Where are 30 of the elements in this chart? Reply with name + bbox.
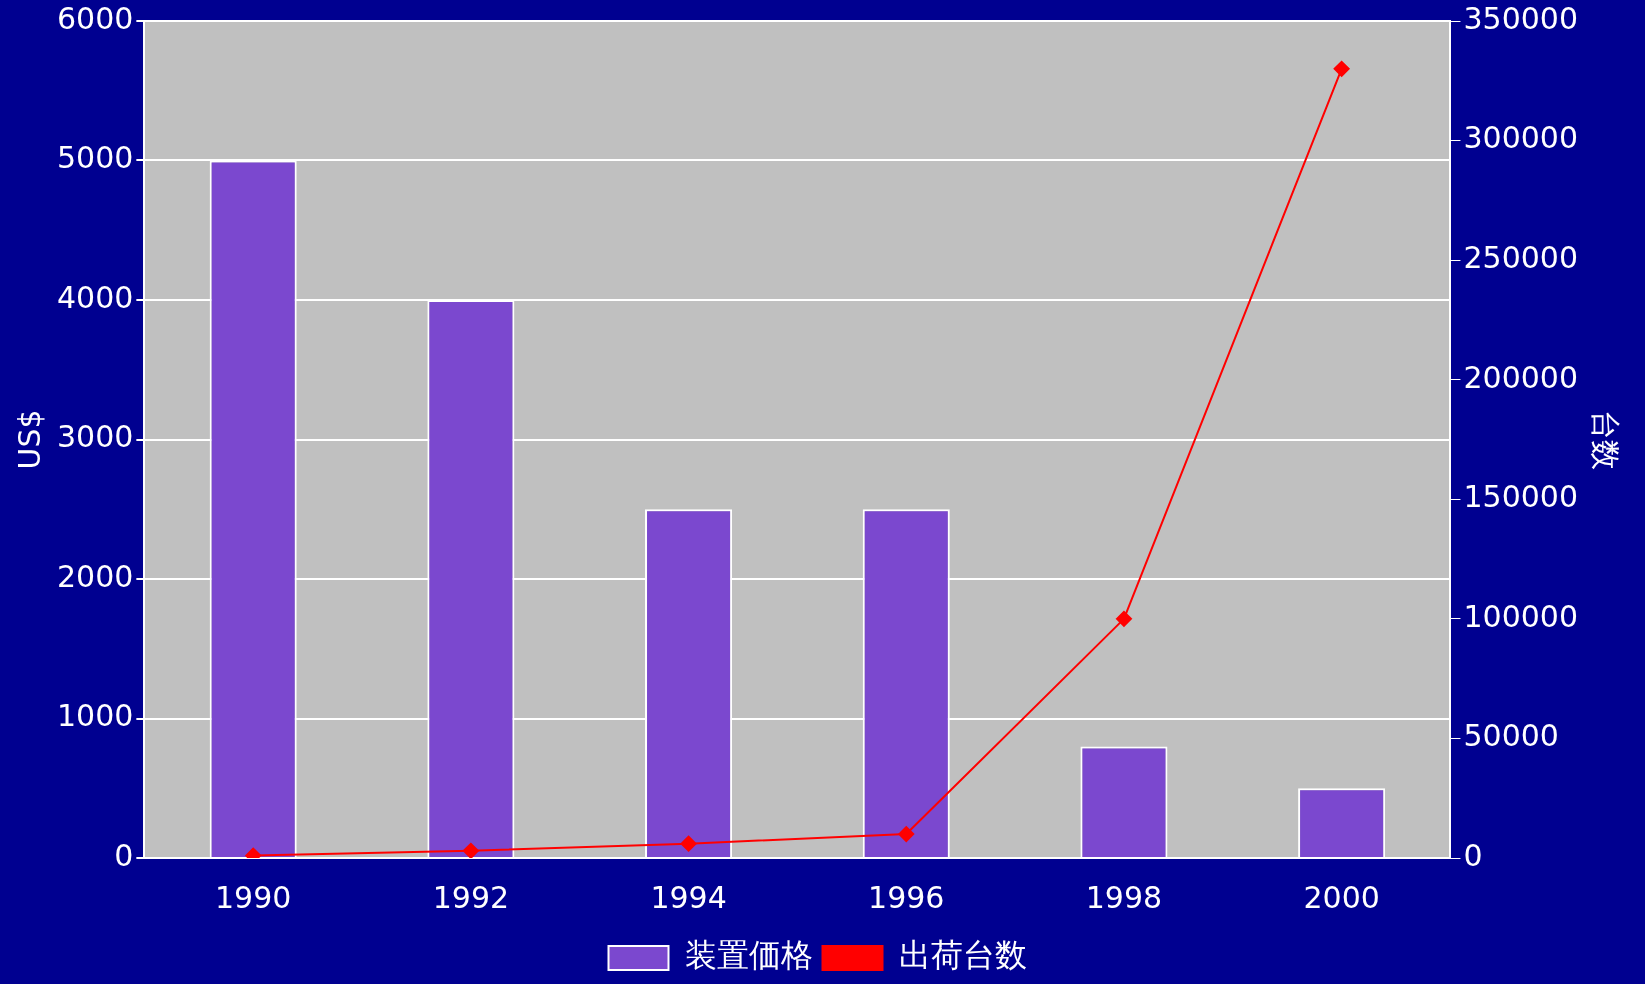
x-tick-label: 2000: [1303, 879, 1380, 915]
y-tick-label: 0: [114, 837, 134, 873]
y2-tick-label: 250000: [1463, 239, 1579, 275]
y2-axis-title: 台数: [1588, 409, 1624, 470]
y2-tick-label: 100000: [1463, 598, 1579, 634]
legend-label: 装置価格: [684, 936, 813, 975]
point: [1333, 60, 1350, 77]
y-tick-label: 3000: [56, 419, 134, 455]
point: [1115, 610, 1132, 627]
point: [462, 842, 479, 858]
y-tick-label: 1000: [56, 698, 134, 734]
point: [898, 826, 915, 843]
x-tick-label: 1990: [215, 879, 292, 915]
y-axis-title: US$: [11, 409, 47, 470]
y-tick-label: 5000: [56, 140, 134, 176]
y2-tick-label: 200000: [1463, 359, 1579, 395]
y2-tick-label: 300000: [1463, 120, 1579, 156]
y2-tick-label: 350000: [1463, 0, 1579, 36]
x-tick-label: 1994: [650, 879, 727, 915]
y-tick-label: 2000: [56, 558, 134, 594]
y2-tick-label: 50000: [1463, 718, 1559, 754]
x-tick-label: 1998: [1085, 879, 1163, 915]
point: [680, 835, 697, 852]
y2-tick-label: 0: [1463, 837, 1483, 873]
y-tick-label: 4000: [56, 279, 134, 315]
y-tick-label: 6000: [56, 0, 134, 36]
legend-label: 出荷台数: [898, 936, 1027, 975]
y2-tick-label: 150000: [1463, 479, 1579, 515]
x-tick-label: 1992: [432, 879, 510, 915]
x-tick-label: 1996: [868, 879, 945, 915]
